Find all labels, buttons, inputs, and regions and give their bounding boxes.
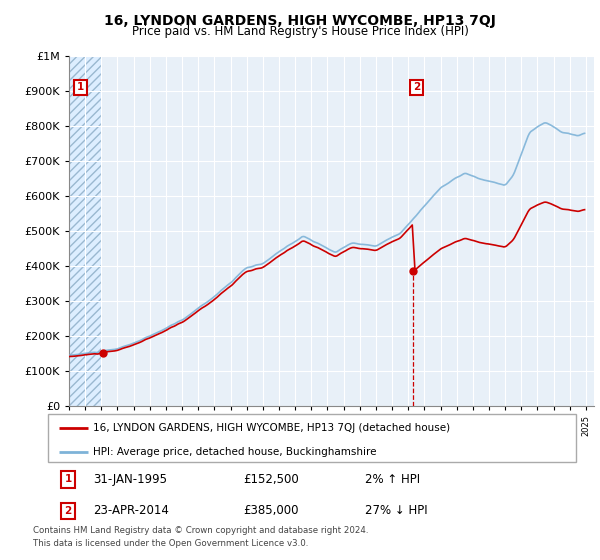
Text: 2: 2: [64, 506, 71, 516]
Text: £385,000: £385,000: [244, 504, 299, 517]
Text: Price paid vs. HM Land Registry's House Price Index (HPI): Price paid vs. HM Land Registry's House …: [131, 25, 469, 38]
Text: HPI: Average price, detached house, Buckinghamshire: HPI: Average price, detached house, Buck…: [93, 446, 376, 456]
Text: 2% ↑ HPI: 2% ↑ HPI: [365, 473, 420, 486]
Text: 27% ↓ HPI: 27% ↓ HPI: [365, 504, 427, 517]
Text: 23-APR-2014: 23-APR-2014: [93, 504, 169, 517]
Text: 16, LYNDON GARDENS, HIGH WYCOMBE, HP13 7QJ: 16, LYNDON GARDENS, HIGH WYCOMBE, HP13 7…: [104, 14, 496, 28]
Text: 2: 2: [413, 82, 420, 92]
Text: £152,500: £152,500: [244, 473, 299, 486]
FancyBboxPatch shape: [48, 414, 576, 462]
Text: 31-JAN-1995: 31-JAN-1995: [93, 473, 167, 486]
Text: 16, LYNDON GARDENS, HIGH WYCOMBE, HP13 7QJ (detached house): 16, LYNDON GARDENS, HIGH WYCOMBE, HP13 7…: [93, 423, 450, 433]
Text: 1: 1: [64, 474, 71, 484]
Bar: [69, 56, 101, 406]
Text: Contains HM Land Registry data © Crown copyright and database right 2024.
This d: Contains HM Land Registry data © Crown c…: [33, 526, 368, 548]
Text: 1: 1: [77, 82, 84, 92]
